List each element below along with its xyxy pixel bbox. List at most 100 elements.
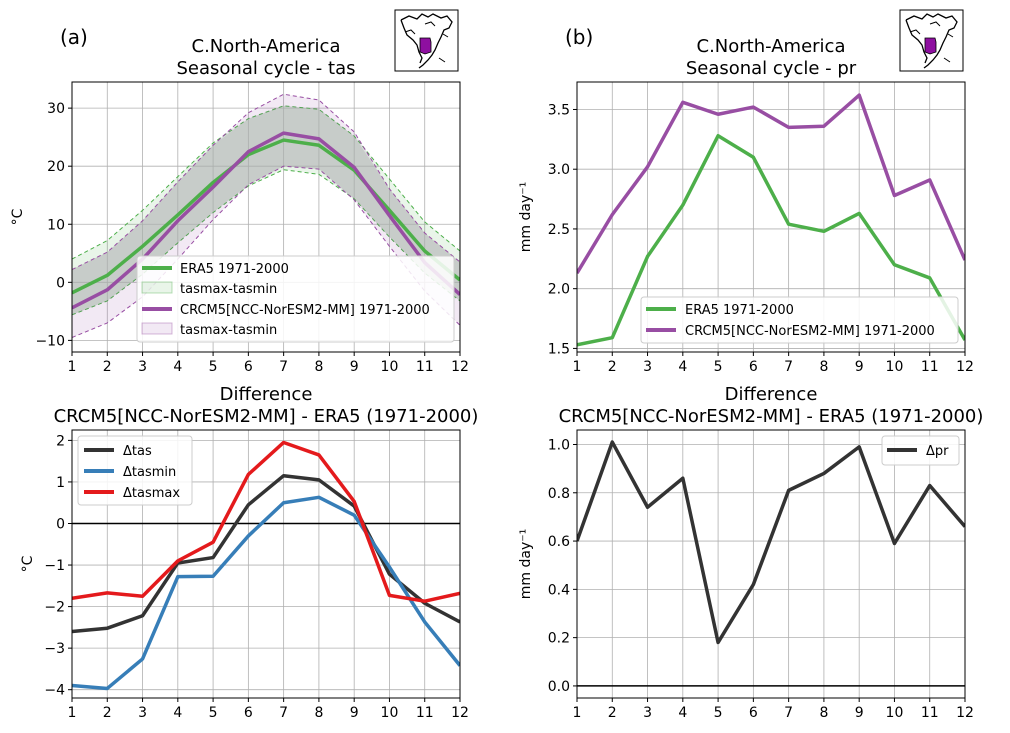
x-tick-label: 10 <box>381 359 399 375</box>
chart-b-legend: ERA5 1971-2000 CRCM5[NCC-NorESM2-MM] 197… <box>640 296 959 344</box>
x-tick-label: 7 <box>279 705 288 721</box>
x-tick-label: 4 <box>173 705 182 721</box>
x-tick-label: 6 <box>749 359 758 375</box>
legend-label-dtas: Δtas <box>123 444 152 459</box>
x-tick-label: 2 <box>608 705 617 721</box>
series-line-0 <box>577 134 965 347</box>
y-tick-label: 3.5 <box>548 102 570 118</box>
x-tick-label: 10 <box>381 705 399 721</box>
band-fill-0 <box>72 105 460 315</box>
x-tick-label: 1 <box>68 359 77 375</box>
x-tick-label: 8 <box>314 359 323 375</box>
legend-label-era5: ERA5 1971-2000 <box>685 303 794 318</box>
chart-d-title-line2: CRCM5[NCC-NorESM2-MM] - ERA5 (1971-2000) <box>559 406 984 427</box>
x-tick-label: 3 <box>138 359 147 375</box>
x-tick-label: 10 <box>886 359 904 375</box>
y-tick-label: −2 <box>44 600 65 616</box>
x-tick-label: 9 <box>350 705 359 721</box>
x-tick-label: 5 <box>209 705 218 721</box>
x-tick-label: 12 <box>956 359 974 375</box>
chart-b-title-line2: Seasonal cycle - pr <box>686 58 857 79</box>
y-tick-label: 1 <box>56 475 65 491</box>
x-tick-label: 12 <box>956 705 974 721</box>
x-tick-label: 1 <box>68 705 77 721</box>
chart-c-marks <box>72 440 460 691</box>
legend-label-era5: ERA5 1971-2000 <box>180 262 289 277</box>
chart-b-ylabel: mm day⁻¹ <box>518 182 534 252</box>
x-tick-label: 2 <box>103 359 112 375</box>
x-tick-label: 4 <box>173 359 182 375</box>
panel-label-a: (a) <box>60 25 88 49</box>
y-tick-label: −10 <box>35 333 65 349</box>
y-tick-label: 0.2 <box>548 631 570 647</box>
band-upper-line-0 <box>72 105 460 260</box>
x-tick-label: 2 <box>103 705 112 721</box>
chart-d-ylabel: mm day⁻¹ <box>518 529 534 599</box>
x-tick-label: 5 <box>714 705 723 721</box>
y-tick-label: 0.6 <box>548 534 570 550</box>
band-fill-1 <box>72 94 460 338</box>
north-america-region-map-icon <box>899 9 964 72</box>
x-tick-label: 8 <box>819 705 828 721</box>
legend-label-crcm5-band: tasmax-tasmin <box>180 323 277 338</box>
x-tick-label: 11 <box>921 359 939 375</box>
legend-label-dtasmax: Δtasmax <box>123 486 180 501</box>
band-upper-line-1 <box>72 93 460 270</box>
north-america-region-map-icon <box>394 9 459 72</box>
x-tick-label: 4 <box>678 359 687 375</box>
legend-label-era5-band: tasmax-tasmin <box>180 282 277 297</box>
chart-c-ylabel: °C <box>20 555 36 572</box>
x-tick-label: 6 <box>244 359 253 375</box>
x-tick-label: 10 <box>886 705 904 721</box>
band-lower-line-0 <box>72 169 460 316</box>
y-tick-label: 20 <box>47 159 65 175</box>
chart-d-frame <box>576 429 966 699</box>
legend-swatch-crcm5-band <box>141 322 173 335</box>
y-tick-label: 0 <box>56 516 65 532</box>
x-tick-label: 8 <box>819 359 828 375</box>
x-tick-label: 9 <box>855 705 864 721</box>
chart-c-title-line2: CRCM5[NCC-NorESM2-MM] - ERA5 (1971-2000) <box>54 406 479 427</box>
y-tick-label: 0.4 <box>548 582 570 598</box>
series-line-1 <box>72 495 460 691</box>
legend-label-dpr: Δpr <box>926 444 949 459</box>
y-tick-label: −4 <box>44 683 65 699</box>
x-tick-label: 4 <box>678 705 687 721</box>
legend-label-crcm5: CRCM5[NCC-NorESM2-MM] 1971-2000 <box>685 324 935 339</box>
x-tick-label: 3 <box>138 705 147 721</box>
y-tick-label: 2 <box>56 433 65 449</box>
x-tick-label: 3 <box>643 359 652 375</box>
x-tick-label: 8 <box>314 705 323 721</box>
legend-label-crcm5: CRCM5[NCC-NorESM2-MM] 1971-2000 <box>180 303 430 318</box>
x-tick-label: 2 <box>608 359 617 375</box>
x-tick-label: 7 <box>279 359 288 375</box>
y-tick-label: 10 <box>47 217 65 233</box>
series-line-0 <box>72 138 460 295</box>
y-tick-label: 0 <box>56 275 65 291</box>
x-tick-label: 5 <box>714 359 723 375</box>
y-tick-label: 0.8 <box>548 486 570 502</box>
y-tick-label: 3.0 <box>548 162 570 178</box>
chart-a-title-line1: C.North-America <box>192 36 341 57</box>
y-tick-label: 1.5 <box>548 341 570 357</box>
legend-label-dtasmin: Δtasmin <box>123 465 176 480</box>
chart-b: 1 2 3 4 5 6 7 8 9 10 11 121.52.02.53.03.5 <box>548 81 974 375</box>
y-tick-label: 0.0 <box>548 679 570 695</box>
x-tick-label: 11 <box>416 359 434 375</box>
series-line-0 <box>577 440 965 645</box>
chart-a-ylabel: °C <box>10 208 26 225</box>
chart-c-legend: Δtas Δtasmin Δtasmax <box>77 435 193 506</box>
x-tick-label: 7 <box>784 705 793 721</box>
x-tick-label: 5 <box>209 359 218 375</box>
y-tick-label: −1 <box>44 558 65 574</box>
x-tick-label: 11 <box>921 705 939 721</box>
legend-swatch-era5-band <box>141 281 173 294</box>
series-line-2 <box>72 440 460 603</box>
chart-b-title-line1: C.North-America <box>697 36 846 57</box>
chart-b-marks <box>577 93 965 347</box>
y-tick-label: −3 <box>44 641 65 657</box>
chart-a-frame <box>71 81 461 353</box>
chart-c-frame <box>71 429 461 699</box>
